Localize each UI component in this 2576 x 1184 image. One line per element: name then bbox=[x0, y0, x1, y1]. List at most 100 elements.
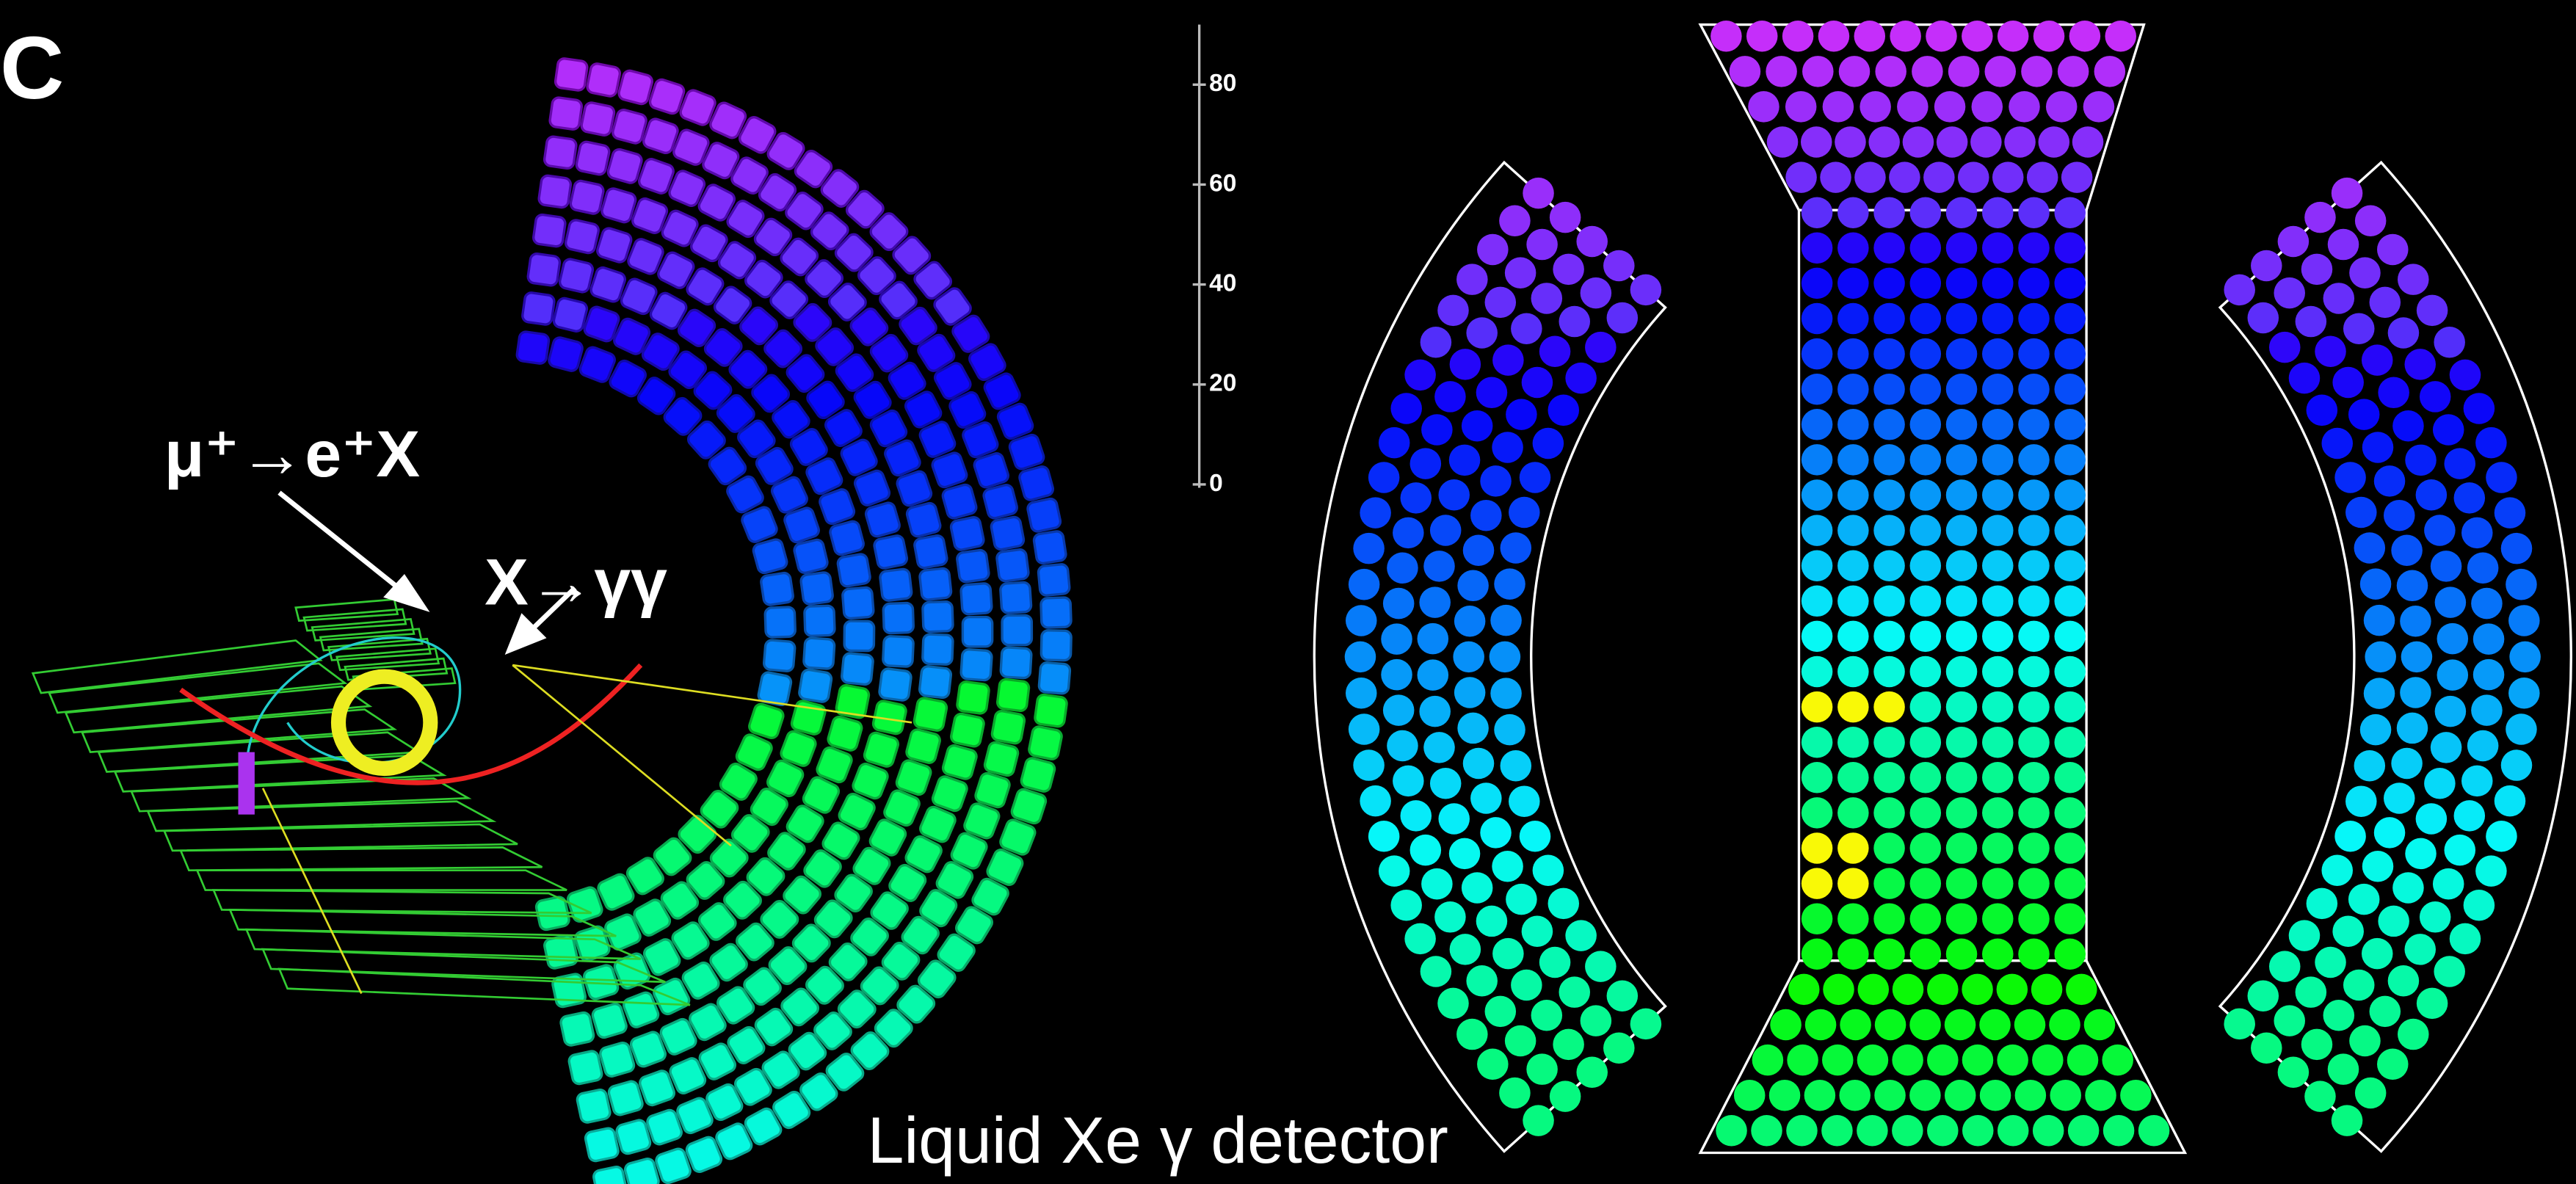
pmt bbox=[1346, 678, 1377, 709]
pmt bbox=[1419, 586, 1451, 618]
pmt bbox=[1489, 641, 1521, 673]
crystal bbox=[973, 452, 1010, 489]
pmt bbox=[1448, 838, 1481, 870]
pmt bbox=[1926, 20, 1957, 52]
outline bbox=[1313, 160, 1667, 1153]
pmt bbox=[1494, 568, 1525, 600]
crystal bbox=[693, 371, 733, 410]
pmt bbox=[2416, 987, 2448, 1020]
crystal bbox=[963, 802, 1001, 840]
crystal bbox=[597, 873, 635, 911]
crystal bbox=[878, 667, 913, 702]
pmt bbox=[2354, 532, 2386, 564]
pmt bbox=[1873, 797, 1905, 829]
pmt bbox=[2323, 1000, 2355, 1031]
crystal bbox=[845, 189, 885, 229]
pmt bbox=[1368, 462, 1400, 493]
chamber bbox=[80, 708, 398, 754]
pmt bbox=[2018, 762, 2050, 793]
crystal bbox=[716, 986, 755, 1025]
pmt bbox=[2419, 381, 2451, 413]
pmt bbox=[1409, 448, 1442, 479]
pmt bbox=[2301, 253, 2333, 286]
chamber bbox=[146, 800, 497, 832]
pmt bbox=[1509, 496, 1540, 529]
crystal bbox=[741, 506, 778, 543]
pmt bbox=[1576, 1056, 1608, 1088]
pmt bbox=[1766, 126, 1799, 158]
pmt bbox=[1630, 274, 1662, 306]
pmt bbox=[1437, 294, 1469, 327]
pmt bbox=[2018, 550, 2050, 581]
crystal bbox=[968, 343, 1006, 382]
pmt bbox=[2437, 659, 2469, 691]
crystal bbox=[853, 469, 891, 506]
crystal bbox=[888, 361, 926, 400]
pmt bbox=[1982, 797, 2014, 829]
pmt bbox=[1603, 1032, 1635, 1064]
pmt bbox=[1630, 1008, 1662, 1040]
pmt bbox=[2315, 335, 2346, 367]
pmt bbox=[1927, 1044, 1959, 1076]
pmt bbox=[2430, 551, 2462, 582]
pmt bbox=[2500, 532, 2533, 564]
pmt bbox=[1409, 834, 1442, 866]
crystal bbox=[971, 877, 1009, 916]
pmt bbox=[2045, 91, 2078, 123]
pmt bbox=[1936, 126, 1968, 158]
pmt bbox=[1962, 1044, 1994, 1076]
pmt bbox=[1945, 691, 1978, 723]
pmt bbox=[2434, 695, 2467, 727]
pmt bbox=[2432, 868, 2464, 900]
pmt bbox=[1499, 205, 1531, 236]
pmt bbox=[2018, 409, 2050, 440]
pmt bbox=[1500, 532, 1532, 564]
pmt bbox=[2018, 691, 2050, 723]
pmt bbox=[1751, 1115, 1782, 1147]
pmt bbox=[1526, 1053, 1558, 1085]
crystal bbox=[607, 1080, 644, 1116]
pmt bbox=[1873, 585, 1905, 617]
pmt bbox=[2014, 1079, 2047, 1111]
chamber bbox=[48, 662, 348, 714]
pmt bbox=[2120, 1079, 2152, 1111]
pmt bbox=[2377, 233, 2409, 266]
pmt bbox=[1837, 726, 1869, 758]
pmt bbox=[1892, 1115, 1923, 1147]
crystal bbox=[1034, 693, 1068, 728]
pmt bbox=[2494, 497, 2526, 529]
pmt bbox=[2415, 803, 2448, 835]
pmt bbox=[1480, 465, 1512, 497]
chamber bbox=[130, 777, 472, 813]
pmt bbox=[1553, 1028, 1584, 1061]
crystal bbox=[780, 987, 820, 1027]
pmt bbox=[1521, 915, 1553, 948]
crystal bbox=[743, 967, 782, 1006]
pmt bbox=[2349, 257, 2381, 288]
pmt bbox=[2363, 604, 2395, 636]
pmt bbox=[1982, 197, 2014, 228]
pmt bbox=[1553, 253, 1584, 286]
pmt bbox=[1506, 399, 1537, 430]
pmt bbox=[1873, 938, 1905, 970]
pmt bbox=[1927, 1115, 1959, 1147]
pmt bbox=[1523, 1105, 1554, 1136]
crystal bbox=[983, 372, 1021, 410]
pmt bbox=[1492, 432, 1523, 463]
crystal bbox=[591, 1003, 628, 1039]
pmt bbox=[1945, 479, 1978, 511]
crystal bbox=[802, 776, 841, 814]
crystal bbox=[648, 78, 686, 115]
crystal bbox=[919, 889, 958, 928]
pmt bbox=[2363, 678, 2395, 709]
scale-tick-label: 60 bbox=[1209, 170, 1236, 197]
pmt bbox=[2365, 641, 2396, 673]
crystal bbox=[904, 391, 943, 429]
arrow bbox=[277, 490, 404, 594]
pmt bbox=[2467, 730, 2499, 762]
pmt bbox=[2359, 713, 2392, 746]
pmt bbox=[2377, 1048, 2409, 1081]
crystal bbox=[931, 775, 968, 813]
crystal bbox=[884, 439, 921, 477]
pmt bbox=[1982, 868, 2014, 899]
